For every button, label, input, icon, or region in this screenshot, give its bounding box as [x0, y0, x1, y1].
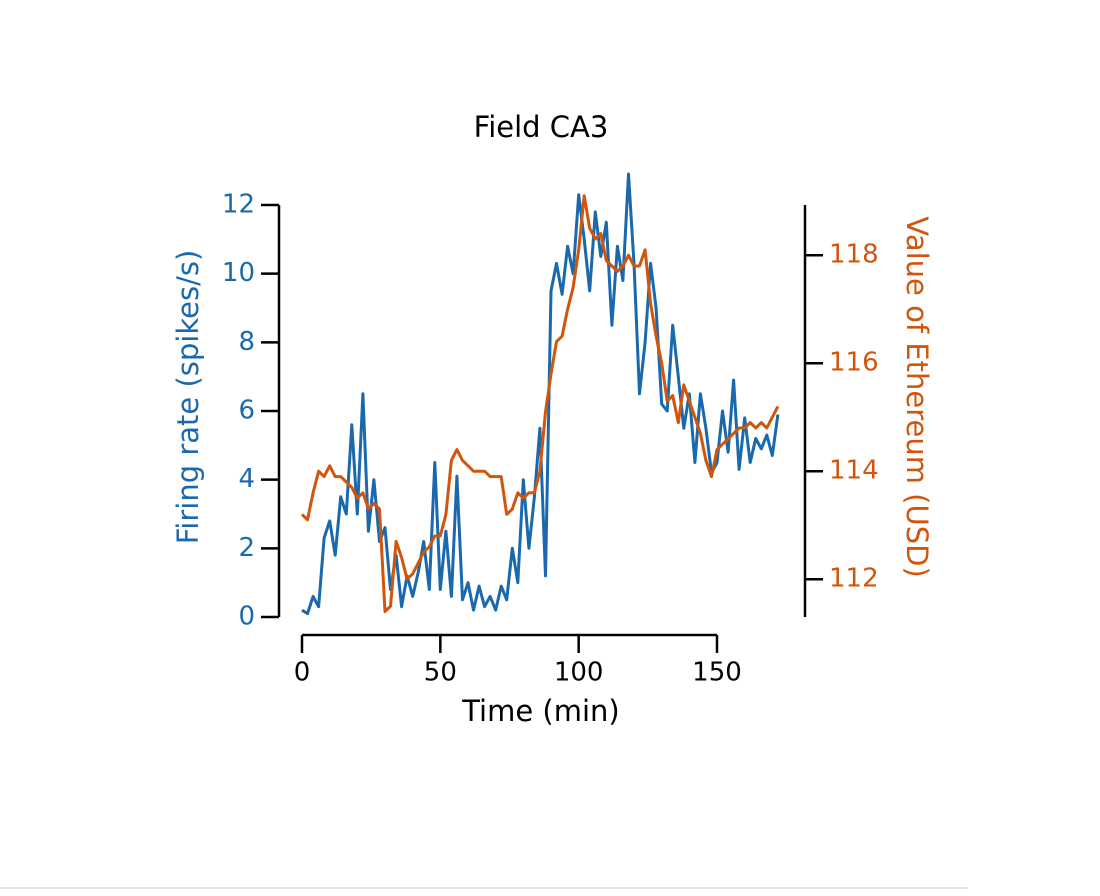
x-tick-label: 100 — [554, 658, 604, 688]
series-line — [300, 194, 780, 614]
y2-tick-label: 116 — [829, 348, 879, 378]
x-axis-label: Time (min) — [461, 694, 620, 728]
y-tick-label: 12 — [222, 190, 255, 220]
y-tick-label: 10 — [222, 258, 255, 288]
y-tick-label: 2 — [238, 533, 255, 563]
y-tick-label: 4 — [238, 464, 255, 494]
y-axis-label: Firing rate (spikes/s) — [171, 250, 205, 545]
y-tick-label: 0 — [238, 602, 255, 632]
x-tick-label: 50 — [424, 658, 457, 688]
y-tick-label: 6 — [238, 396, 255, 426]
series-line — [301, 172, 780, 616]
x-tick-label: 0 — [294, 658, 311, 688]
y2-tick-label: 112 — [829, 564, 879, 594]
chart-title: Field CA3 — [474, 110, 609, 144]
y2-axis-label: Value of Ethereum (USD) — [900, 216, 934, 578]
x-tick-label: 150 — [692, 658, 742, 688]
y2-tick-label: 114 — [829, 456, 879, 486]
y2-tick-label: 118 — [829, 240, 879, 270]
y-tick-label: 8 — [238, 327, 255, 357]
